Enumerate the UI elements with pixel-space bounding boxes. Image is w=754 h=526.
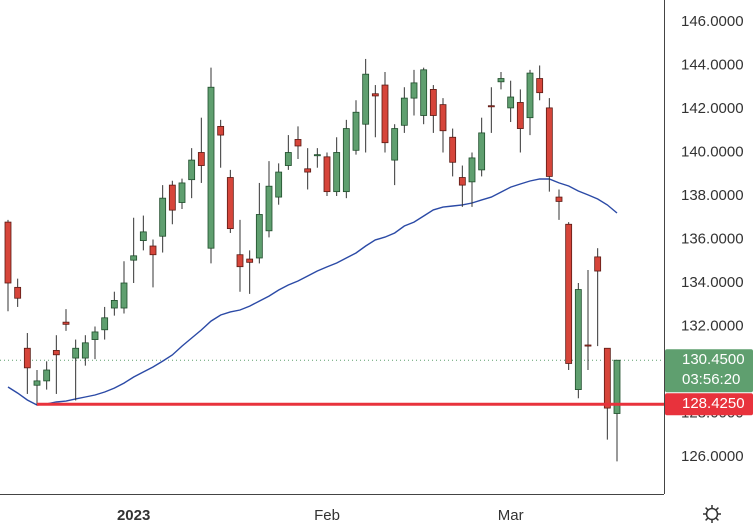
candle-body	[81, 342, 89, 359]
candle-body	[362, 73, 370, 125]
y-tick-label: 136.0000	[681, 230, 744, 247]
y-tick-label: 140.0000	[681, 143, 744, 160]
candle-body	[584, 344, 592, 347]
candle-body	[72, 347, 80, 359]
candle-body	[197, 152, 205, 166]
candle-body	[381, 84, 389, 144]
gear-teeth	[703, 505, 721, 523]
y-tick-label: 126.0000	[681, 448, 744, 465]
candle-body	[149, 245, 157, 256]
candle-body	[4, 221, 12, 284]
candle-body	[458, 177, 466, 186]
candle-body	[14, 286, 22, 299]
level-badge	[665, 393, 753, 416]
candle-body	[536, 78, 544, 94]
settings-icon[interactable]	[703, 505, 721, 523]
candle-body	[178, 182, 186, 203]
candle-body	[110, 300, 118, 309]
candle-body	[410, 82, 418, 99]
candle-body	[555, 196, 563, 202]
candle-body	[130, 255, 138, 261]
y-tick-label: 144.0000	[681, 56, 744, 73]
y-tick-label: 142.0000	[681, 100, 744, 117]
y-tick-label: 138.0000	[681, 187, 744, 204]
candle-body	[188, 159, 196, 181]
candle-body	[207, 86, 215, 249]
y-tick-label: 134.0000	[681, 274, 744, 291]
candle-body	[43, 369, 51, 382]
moving-average-line	[7, 178, 618, 406]
countdown-label: 03:56:20	[682, 371, 740, 388]
candle-body	[545, 107, 553, 177]
candle-body	[352, 111, 360, 151]
candle-body	[313, 154, 321, 157]
candle-body	[139, 231, 147, 241]
candle-body	[294, 139, 302, 147]
candle-body	[217, 125, 225, 136]
candle-body	[487, 105, 495, 108]
candle-body	[613, 359, 621, 414]
candle-body	[304, 168, 312, 173]
x-tick-label: 2023	[117, 507, 150, 524]
candle-body	[265, 185, 273, 232]
candle-body	[342, 128, 350, 193]
y-tick-label: 146.0000	[681, 13, 744, 30]
candle-body	[420, 69, 428, 116]
candle-body	[52, 350, 60, 356]
candle-body	[391, 128, 399, 161]
candle-body	[226, 177, 234, 230]
candle-body	[371, 93, 379, 97]
candle-body	[516, 102, 524, 129]
candle-body	[33, 380, 41, 386]
level-label: 128.4250	[682, 395, 745, 412]
x-tick-label: Mar	[498, 507, 524, 524]
gear-body	[705, 507, 719, 521]
candle-body	[603, 347, 611, 409]
candle-body	[91, 331, 99, 340]
y-tick-label: 132.0000	[681, 317, 744, 334]
candle-body	[574, 289, 582, 390]
candle-body	[246, 258, 254, 263]
x-tick-label: Feb	[314, 507, 340, 524]
candle-body	[236, 254, 244, 268]
candle-body	[497, 78, 505, 83]
candle-body	[284, 152, 292, 166]
candle-body	[439, 104, 447, 132]
candle-body	[507, 96, 515, 109]
candle-body	[23, 347, 31, 369]
last-price-badge	[665, 349, 753, 393]
candle-body	[101, 317, 109, 331]
candle-body	[449, 136, 457, 163]
candle-body	[323, 156, 331, 193]
candle-body	[255, 214, 263, 259]
candle-body	[62, 321, 70, 325]
candle-body	[159, 197, 167, 237]
candle-body	[594, 256, 602, 272]
last-price-label: 130.4500	[682, 351, 745, 368]
candle-body	[429, 89, 437, 116]
candle-body	[400, 97, 408, 126]
candle-body	[478, 132, 486, 171]
candle-body	[468, 157, 476, 183]
candle-body	[120, 282, 128, 309]
candle-body	[565, 223, 573, 364]
candle-body	[275, 171, 283, 198]
candle-body	[333, 152, 341, 193]
candle-body	[526, 72, 534, 119]
candle-body	[168, 184, 176, 211]
